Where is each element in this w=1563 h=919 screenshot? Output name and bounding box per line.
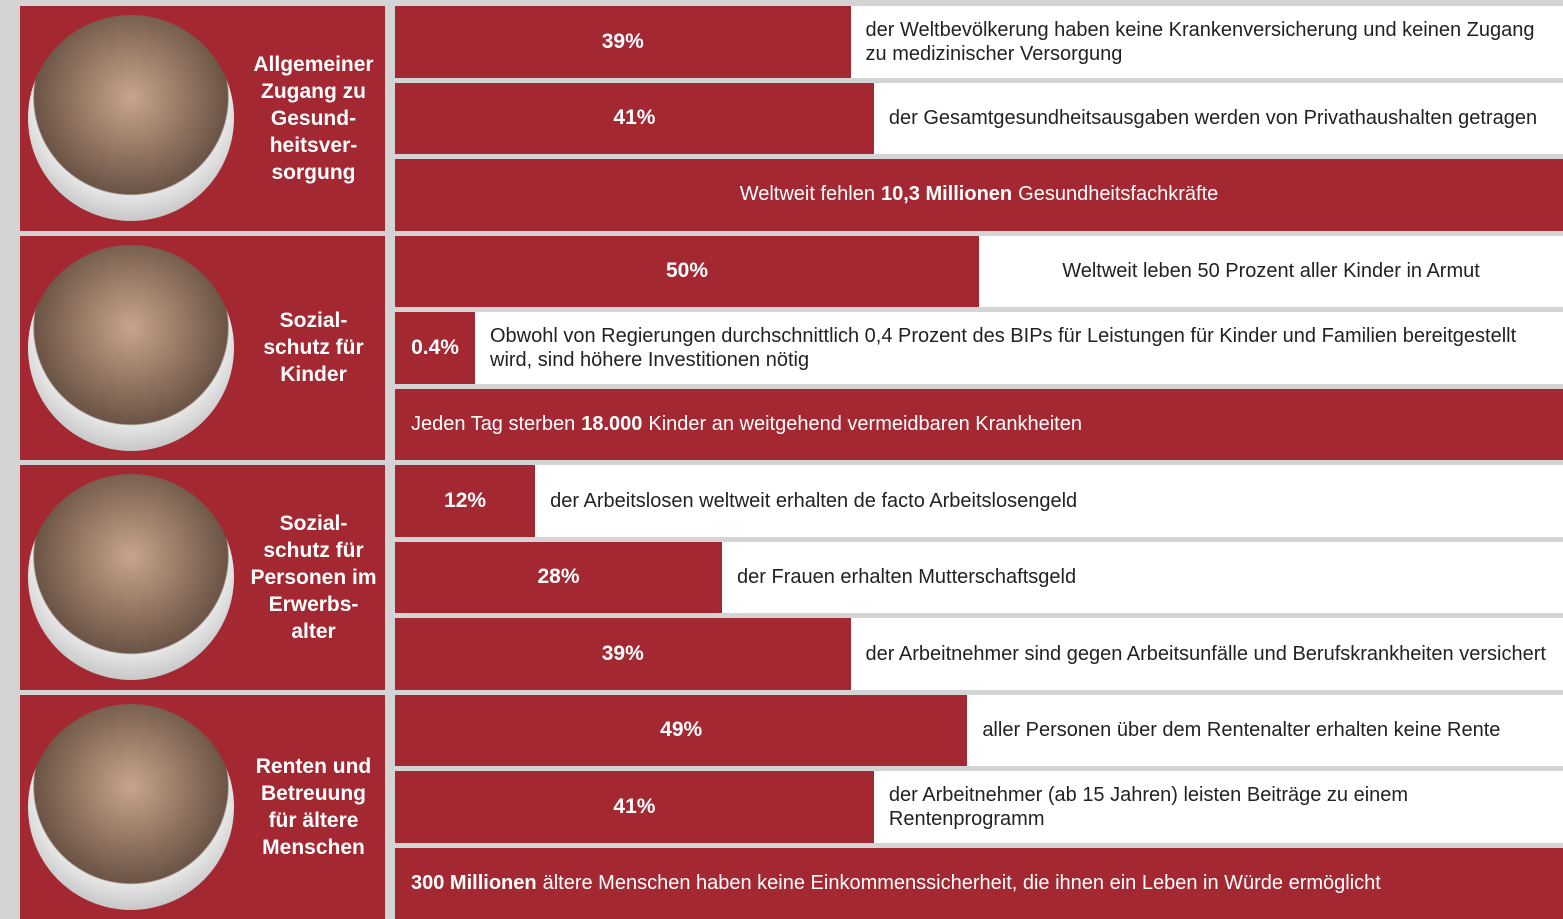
stat-row: 39% der Weltbevölkerung haben keine Krank… <box>395 6 1563 78</box>
percent-label: 39% <box>602 30 644 54</box>
stat-text: der Arbeitslosen weltweit erhalten de fa… <box>535 489 1563 513</box>
percent-label: 49% <box>660 718 702 742</box>
rows: 50% Weltweit leben 50 Prozent aller Kinde… <box>395 236 1563 461</box>
percent-label: 39% <box>602 642 644 666</box>
label-line: Zugang zu <box>242 78 385 105</box>
percent-label: 41% <box>613 106 655 130</box>
label-line: Allgemeiner <box>242 51 385 78</box>
percent-bar: 39% <box>395 6 851 78</box>
label-line: Sozial- <box>242 510 385 537</box>
fact-text: Gesundheitsfachkräfte <box>1018 183 1218 206</box>
fact-text: Jeden Tag sterben <box>411 413 575 436</box>
percent-bar: 41% <box>395 771 874 843</box>
fact-banner: Weltweit fehlen 10,3 Millionen Gesundheits… <box>395 159 1563 231</box>
fact-text: 18.000 <box>581 413 642 436</box>
fact-banner: 300 Millionen ältere Menschen haben keine… <box>395 848 1563 919</box>
stat-text: Obwohl von Regierungen durchschnittlich … <box>475 324 1563 372</box>
percent-label: 50% <box>666 259 708 283</box>
percent-bar: 28% <box>395 542 722 614</box>
label-line: alter <box>242 618 385 645</box>
label-line: schutz für <box>242 537 385 564</box>
label-line: Gesund- <box>242 105 385 132</box>
fact-text: 10,3 Millionen <box>881 183 1012 206</box>
percent-bar: 41% <box>395 83 874 155</box>
stat-row: 41% der Gesamtgesundheitsausgaben werden … <box>395 83 1563 155</box>
stat-text: der Arbeitnehmer (ab 15 Jahren) leisten … <box>874 783 1563 831</box>
percent-label: 0.4% <box>411 336 459 360</box>
percent-label: 41% <box>613 795 655 819</box>
label-line: Erwerbs- <box>242 591 385 618</box>
stat-row: 50% Weltweit leben 50 Prozent aller Kinde… <box>395 236 1563 308</box>
percent-bar: 0.4% <box>395 312 475 384</box>
stat-text: aller Personen über dem Rentenalter erha… <box>967 718 1563 742</box>
percent-bar: 12% <box>395 465 535 537</box>
stat-text: der Weltbevölkerung haben keine Krankenv… <box>851 18 1563 66</box>
stat-row: 49% aller Personen über dem Rentenalter e… <box>395 695 1563 767</box>
label-line: sorgung <box>242 159 385 186</box>
stat-row: 28% der Frauen erhalten Mutterschaftsgeld <box>395 542 1563 614</box>
fact-text: 300 Millionen <box>411 872 537 895</box>
rows: 49% aller Personen über dem Rentenalter e… <box>395 695 1563 919</box>
portrait-photo <box>28 245 234 451</box>
label-line: Kinder <box>242 361 385 388</box>
portrait-photo <box>28 15 234 221</box>
stat-row: 39% der Arbeitnehmer sind gegen Arbeitsun… <box>395 618 1563 690</box>
label-line: Betreuung <box>242 780 385 807</box>
fact-text: Kinder an weitgehend vermeidbaren Krankh… <box>648 413 1082 436</box>
stat-row: 41% der Arbeitnehmer (ab 15 Jahren) leist… <box>395 771 1563 843</box>
label-line: heitsver- <box>242 132 385 159</box>
label-line: Menschen <box>242 834 385 861</box>
label-line: schutz für <box>242 334 385 361</box>
percent-label: 28% <box>538 565 580 589</box>
stat-text: der Frauen erhalten Mutterschaftsgeld <box>722 565 1563 589</box>
portrait-photo <box>28 474 234 680</box>
stat-row: 0.4% Obwohl von Regierungen durchschnittl… <box>395 312 1563 384</box>
percent-bar: 50% <box>395 236 979 308</box>
stat-text: der Arbeitnehmer sind gegen Arbeitsunfäl… <box>851 642 1563 666</box>
stat-text: der Gesamtgesundheitsausgaben werden von… <box>874 106 1563 130</box>
infographic: AllgemeinerZugang zuGesund-heitsver-sorg… <box>0 0 1563 919</box>
rows: 39% der Weltbevölkerung haben keine Krank… <box>395 6 1563 231</box>
fact-banner: Jeden Tag sterben 18.000 Kinder an weitgeh… <box>395 389 1563 461</box>
fact-text: Weltweit fehlen <box>740 183 875 206</box>
label-line: Personen im <box>242 564 385 591</box>
portrait-photo <box>28 704 234 910</box>
fact-text: ältere Menschen haben keine Einkommenssi… <box>543 872 1381 895</box>
stat-text: Weltweit leben 50 Prozent aller Kinder i… <box>979 259 1563 283</box>
label-line: für ältere <box>242 807 385 834</box>
label-line: Sozial- <box>242 307 385 334</box>
percent-bar: 39% <box>395 618 851 690</box>
label-line: Renten und <box>242 753 385 780</box>
rows: 12% der Arbeitslosen weltweit erhalten de… <box>395 465 1563 690</box>
percent-label: 12% <box>444 489 486 513</box>
page: AllgemeinerZugang zuGesund-heitsver-sorg… <box>0 0 1563 919</box>
percent-bar: 49% <box>395 695 967 767</box>
stat-row: 12% der Arbeitslosen weltweit erhalten de… <box>395 465 1563 537</box>
